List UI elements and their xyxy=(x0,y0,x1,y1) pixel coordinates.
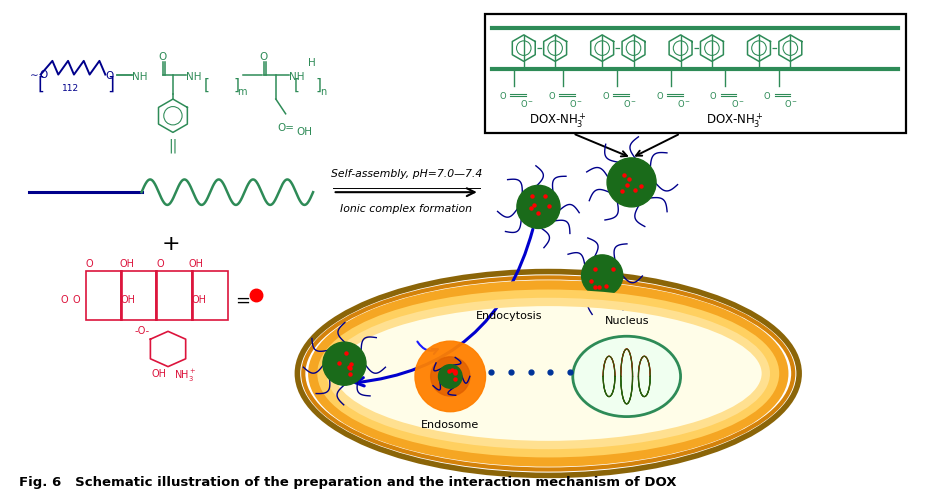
Text: -O-: -O- xyxy=(134,326,150,336)
Text: O: O xyxy=(85,258,94,268)
Text: Self-assembly, pH=7.0—7.4: Self-assembly, pH=7.0—7.4 xyxy=(331,169,482,179)
Circle shape xyxy=(438,365,462,388)
Text: O: O xyxy=(603,92,609,101)
Text: $[$: $[$ xyxy=(37,74,44,93)
Text: $]$: $]$ xyxy=(315,77,322,94)
Text: Nucleus: Nucleus xyxy=(604,315,649,325)
Text: O: O xyxy=(500,92,506,101)
Circle shape xyxy=(517,186,560,229)
Text: Ionic complex formation: Ionic complex formation xyxy=(340,203,472,213)
Text: ||: || xyxy=(169,138,178,152)
Text: O$^-$: O$^-$ xyxy=(730,98,744,109)
Circle shape xyxy=(581,256,623,297)
Text: OH: OH xyxy=(192,295,207,304)
Circle shape xyxy=(323,343,366,385)
Text: O: O xyxy=(159,52,167,62)
Text: O: O xyxy=(548,92,555,101)
Text: DOX-NH$_3^+$: DOX-NH$_3^+$ xyxy=(705,111,763,130)
Text: O$^-$: O$^-$ xyxy=(677,98,691,109)
Text: OH: OH xyxy=(121,295,136,304)
Text: $]$: $]$ xyxy=(233,77,239,94)
Text: O: O xyxy=(260,52,267,62)
Text: NH: NH xyxy=(132,71,147,81)
Text: O$^-$: O$^-$ xyxy=(520,98,534,109)
Text: NH: NH xyxy=(185,71,201,81)
Text: $\sim$O: $\sim$O xyxy=(27,68,49,79)
Ellipse shape xyxy=(333,303,764,444)
Text: 112: 112 xyxy=(61,84,79,93)
Text: +: + xyxy=(161,233,180,254)
Text: H: H xyxy=(308,58,316,68)
Text: $[$: $[$ xyxy=(203,77,210,94)
Text: $]$: $]$ xyxy=(108,74,115,93)
Circle shape xyxy=(431,357,470,396)
Text: Endosome: Endosome xyxy=(421,419,479,429)
Text: =: = xyxy=(235,292,249,309)
Text: NH: NH xyxy=(288,71,304,81)
Text: O$^-$: O$^-$ xyxy=(623,98,637,109)
Text: O: O xyxy=(710,92,717,101)
Text: DOX-NH$_3^+$: DOX-NH$_3^+$ xyxy=(529,111,587,130)
Text: NH$_3^+$: NH$_3^+$ xyxy=(174,368,197,384)
Text: O: O xyxy=(60,295,68,304)
Text: O: O xyxy=(157,258,164,268)
Ellipse shape xyxy=(573,337,680,417)
Text: O: O xyxy=(764,92,770,101)
Text: O: O xyxy=(106,70,114,80)
Text: Fig. 6   Schematic illustration of the preparation and the interaction mechanism: Fig. 6 Schematic illustration of the pre… xyxy=(19,475,677,488)
Text: $[$: $[$ xyxy=(294,77,300,94)
Text: O$^-$: O$^-$ xyxy=(569,98,583,109)
Text: O: O xyxy=(73,295,81,304)
Text: OH: OH xyxy=(119,258,134,268)
FancyBboxPatch shape xyxy=(485,15,906,134)
Text: m: m xyxy=(237,87,248,97)
Text: OH: OH xyxy=(188,258,204,268)
Text: OH: OH xyxy=(151,369,166,379)
Text: O: O xyxy=(656,92,663,101)
Text: Endocytosis: Endocytosis xyxy=(476,310,542,320)
Text: O$^-$: O$^-$ xyxy=(784,98,798,109)
Text: OH: OH xyxy=(297,127,312,137)
Text: n: n xyxy=(320,87,326,97)
Circle shape xyxy=(415,342,486,412)
Circle shape xyxy=(607,158,656,207)
Text: O=: O= xyxy=(278,123,295,133)
